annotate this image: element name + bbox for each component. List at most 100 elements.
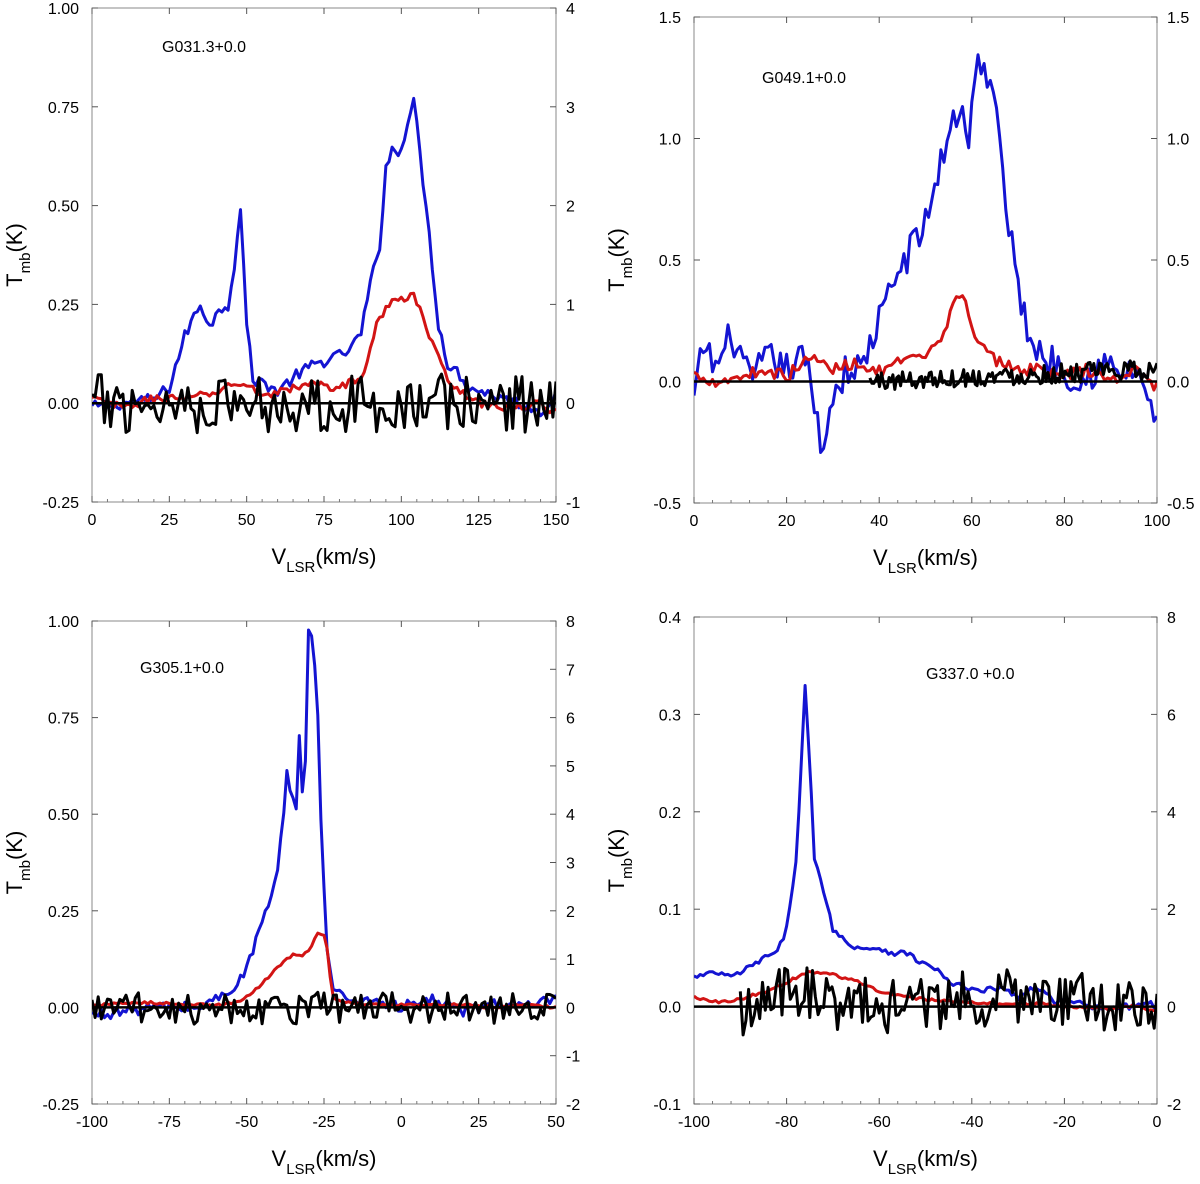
chart-title: G031.3+0.0 [162,39,246,56]
x-tick-label: 0 [690,513,699,530]
x-tick-label: 25 [470,1114,488,1131]
y-tick-label-right: 2 [566,904,575,921]
y-tick-label-right: 4 [1167,805,1176,822]
y-tick-label-left: 0.00 [48,396,79,413]
y-label-unit: (K) [2,223,27,252]
y-tick-label-left: 0.25 [48,904,79,921]
chart-panel: -100 -80 -60 -40 -20 0-0.10.00.10.20.30.4-202… [604,610,1181,1178]
y-axis-label: Tmb(K) [2,831,34,895]
x-tick-label: 100 [1144,513,1171,530]
y-tick-label-right: 1 [566,952,575,969]
x-axis-label: VLSR(km/s) [272,1146,377,1178]
series-group [92,628,556,1026]
y-axis-label: Tmb(K) [2,223,34,287]
y-tick-label-right: 8 [566,614,575,631]
chart-panel: 0 25 50 75 100 125 150 -0.25 0.00 0.25 0.50 0.75 1.0… [2,1,580,576]
series-line-black [738,966,1157,1037]
x-tick-label: 60 [963,513,981,530]
y-tick-label-right: 0.0 [1167,375,1189,392]
y-axis-label: Tmb(K) [604,829,636,893]
y-tick-label-right: 1.0 [1167,132,1189,149]
x-axis-label: VLSR(km/s) [873,545,978,577]
y-tick-label-right: -0.5 [1167,496,1195,513]
x-label-main: V [272,544,287,569]
series-group [92,96,556,435]
x-tick-label: 150 [543,512,570,529]
series-line-blue [694,684,1157,1011]
x-tick-label: 125 [465,512,492,529]
x-tick-label: -100 [76,1114,108,1131]
y-tick-label-right: 6 [1167,707,1176,724]
x-tick-label: 100 [388,512,415,529]
y-tick-label-right: 4 [566,1,575,18]
y-tick-label-left: 1.5 [659,10,681,27]
series-line-black [92,372,556,435]
series-line-blue [694,53,1157,454]
y-tick-label-right: 1 [566,297,575,314]
chart-title: G305.1+0.0 [140,660,224,677]
y-tick-label-left: 0.25 [48,297,79,314]
plot-frame [693,16,1158,504]
y-tick-label-right: 8 [1167,610,1176,627]
y-tick-label-right: 0.5 [1167,253,1189,270]
y-tick-label-left: -0.25 [43,495,80,512]
y-tick-label-left: 0.00 [48,1000,79,1017]
y-axis-label: Tmb(K) [604,228,636,292]
series-line-red [92,931,556,1010]
y-tick-label-left: 0.2 [659,805,681,822]
y-tick-label-right: 3 [566,856,575,873]
y-tick-label-right: 0 [1167,1000,1176,1017]
y-tick-label-left: 0.50 [48,807,79,824]
y-tick-label-right: 5 [566,759,575,776]
x-label-main: V [873,545,888,570]
x-tick-label: 20 [778,513,796,530]
x-axis-label: VLSR(km/s) [873,1146,978,1178]
y-tick-label-left: 0.50 [48,199,79,216]
x-axis-label: VLSR(km/s) [272,544,377,576]
x-tick-label: -50 [235,1114,258,1131]
x-label-unit: (km/s) [315,1146,376,1171]
x-tick-label: 25 [160,512,178,529]
y-tick-label-left: 0.0 [659,1000,681,1017]
y-tick-label-right: 4 [566,807,575,824]
series-group [694,53,1157,454]
y-tick-label-left: -0.25 [43,1097,80,1114]
x-tick-label: 0 [397,1114,406,1131]
x-tick-label: 75 [315,512,333,529]
x-label-unit: (km/s) [917,1146,978,1171]
y-tick-label-left: 0.0 [659,375,681,392]
y-label-sub: mb [619,258,636,279]
y-tick-label-right: 2 [1167,902,1176,919]
chart-panel: 0 20 40 60 80 100-0.50.00.51.01.5-0.50.00.51.… [604,10,1195,577]
x-label-main: V [873,1146,888,1171]
x-label-main: V [272,1146,287,1171]
x-tick-label: 50 [238,512,256,529]
x-tick-label: 0 [1153,1114,1162,1131]
y-tick-label-left: -0.1 [653,1097,681,1114]
x-tick-label: -25 [312,1114,335,1131]
y-tick-label-left: 1.00 [48,1,79,18]
y-tick-label-right: 7 [566,662,575,679]
y-tick-label-left: -0.5 [653,496,681,513]
series-line-blue [92,628,556,1021]
y-label-main: T [2,273,27,286]
y-tick-label-left: 0.75 [48,711,79,728]
y-tick-label-right: -2 [1167,1097,1181,1114]
y-tick-label-right: -1 [566,1049,580,1066]
x-tick-label: -80 [775,1114,798,1131]
y-tick-label-right: 1.5 [1167,10,1189,27]
y-tick-label-right: 3 [566,100,575,117]
x-tick-label: 0 [88,512,97,529]
y-label-unit: (K) [2,831,27,860]
x-tick-label: 40 [870,513,888,530]
y-tick-label-right: -1 [566,495,580,512]
x-label-sub: LSR [286,1161,315,1178]
y-label-sub: mb [619,858,636,879]
y-label-sub: mb [17,253,34,274]
series-line-black [868,359,1157,391]
series-line-red [694,294,1157,392]
x-tick-label: -40 [960,1114,983,1131]
x-tick-label: -20 [1053,1114,1076,1131]
y-label-main: T [2,881,27,894]
